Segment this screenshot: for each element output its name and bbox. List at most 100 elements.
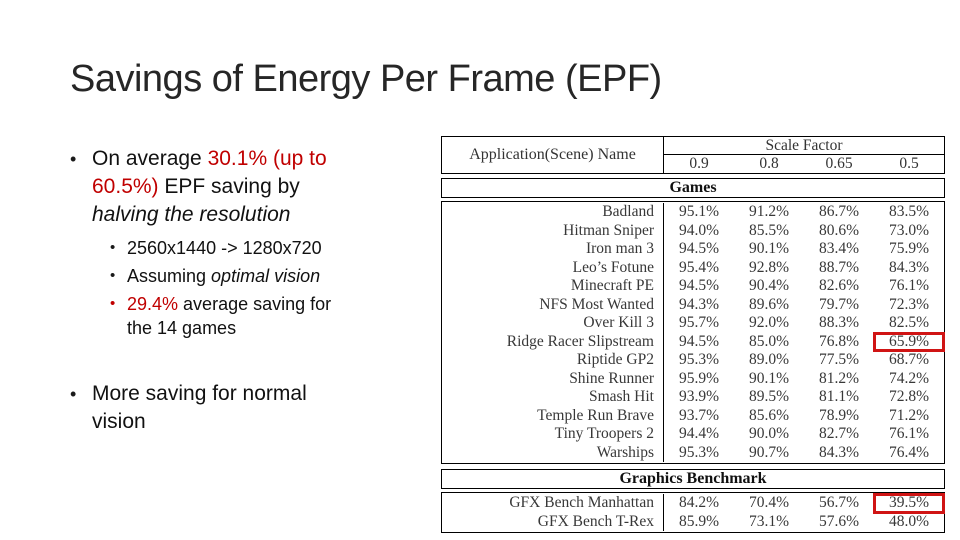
app-name-cell: Riptide GP2: [442, 351, 664, 370]
value-cell: 92.0%: [748, 314, 790, 332]
value-cell: 85.9%: [678, 512, 720, 530]
table-row: Minecraft PE 94.5% 90.4% 82.6% 76.1%: [442, 277, 944, 296]
app-name-column-header: Application(Scene) Name: [442, 137, 664, 173]
value-cell: 82.6%: [818, 277, 860, 295]
saving-rest: average saving for the 14 games: [127, 294, 332, 338]
scale-column-header: 0.8: [759, 155, 779, 172]
app-name-cell: Badland: [442, 203, 664, 222]
saving-red-stat: 29.4%: [127, 294, 179, 314]
value-cell: 71.2%: [888, 406, 930, 424]
value-cell: 85.0%: [748, 332, 790, 350]
value-cell: 94.3%: [678, 295, 720, 313]
value-cell: 95.1%: [678, 203, 720, 221]
table-row: Over Kill 3 95.7% 92.0% 88.3% 82.5%: [442, 314, 944, 333]
app-name-cell: Iron man 3: [442, 240, 664, 259]
app-name-cell: GFX Bench T-Rex: [442, 512, 664, 531]
value-cell: 90.0%: [748, 425, 790, 443]
value-cell: 57.6%: [818, 512, 860, 530]
bullet-dot-icon: •: [110, 267, 116, 284]
value-cell: 72.8%: [888, 388, 930, 406]
value-cell: 93.9%: [678, 388, 720, 406]
page-title: Savings of Energy Per Frame (EPF): [70, 58, 662, 100]
value-cell: 82.7%: [818, 425, 860, 443]
assuming-prefix: Assuming: [127, 266, 212, 286]
value-cell: 84.2%: [678, 494, 720, 512]
bullet1-prefix: On average: [92, 147, 208, 170]
list-item: • On average 30.1% (up to 60.5%) EPF sav…: [70, 145, 340, 229]
value-cell: 89.0%: [748, 351, 790, 369]
value-cell: 95.3%: [678, 443, 720, 461]
highlighted-value-cell: 39.5%: [873, 493, 945, 514]
value-cell: 78.9%: [818, 406, 860, 424]
value-cell: 94.0%: [678, 221, 720, 239]
section-header-games: Games: [441, 178, 945, 198]
value-cell: 94.5%: [678, 332, 720, 350]
value-cell: 48.0%: [888, 512, 930, 530]
value-cell: 56.7%: [818, 494, 860, 512]
value-cell: 90.1%: [748, 240, 790, 258]
app-name-cell: Smash Hit: [442, 388, 664, 407]
value-cell: 72.3%: [888, 295, 930, 313]
table-row: Tiny Troopers 2 94.4% 90.0% 82.7% 76.1%: [442, 425, 944, 444]
games-rows: Badland 95.1% 91.2% 86.7% 83.5% Hitman Sniper…: [441, 201, 945, 464]
scale-column-header: 0.65: [825, 155, 853, 172]
value-cell: 84.3%: [888, 258, 930, 276]
value-cell: 89.5%: [748, 388, 790, 406]
results-table: Application(Scene) Name Scale Factor 0.9…: [441, 136, 945, 533]
value-cell: 95.4%: [678, 258, 720, 276]
value-cell: 95.7%: [678, 314, 720, 332]
value-cell: 81.2%: [818, 369, 860, 387]
value-cell: 90.1%: [748, 369, 790, 387]
value-cell: 70.4%: [748, 494, 790, 512]
benchmark-rows: GFX Bench Manhattan 84.2% 70.4% 56.7% 39.5% G…: [441, 492, 945, 533]
table-row: Ridge Racer Slipstream 94.5% 85.0% 76.8% 65.…: [442, 331, 945, 352]
scale-column-header: 0.5: [899, 155, 919, 172]
value-cell: 68.7%: [888, 351, 930, 369]
table-row: GFX Bench T-Rex 85.9% 73.1% 57.6% 48.0%: [442, 512, 944, 531]
value-cell: 92.8%: [748, 258, 790, 276]
app-name-cell: NFS Most Wanted: [442, 295, 664, 314]
value-cell: 76.1%: [888, 277, 930, 295]
list-item: • More saving for normal vision: [70, 380, 340, 436]
value-cell: 94.5%: [678, 277, 720, 295]
value-cell: 90.7%: [748, 443, 790, 461]
value-cell: 90.4%: [748, 277, 790, 295]
value-cell: 89.6%: [748, 295, 790, 313]
table-row: Riptide GP2 95.3% 89.0% 77.5% 68.7%: [442, 351, 944, 370]
value-cell: 81.1%: [818, 388, 860, 406]
table-header: Application(Scene) Name Scale Factor 0.9…: [441, 136, 945, 174]
bullet-dot-icon: •: [70, 384, 77, 404]
table-row: GFX Bench Manhattan 84.2% 70.4% 56.7% 39.5%: [442, 493, 945, 514]
bullet1-red-stat: 30.1% (up to 60.5%): [92, 147, 327, 198]
bullet1-italic: halving the resolution: [92, 203, 291, 226]
value-cell: 77.5%: [818, 351, 860, 369]
value-cell: 86.7%: [818, 203, 860, 221]
scale-column-header: 0.9: [689, 155, 709, 172]
bullet-dot-icon: •: [110, 239, 116, 256]
table-row: Temple Run Brave 93.7% 85.6% 78.9% 71.2%: [442, 406, 944, 425]
value-cell: 94.4%: [678, 425, 720, 443]
app-name-cell: Leo’s Fotune: [442, 258, 664, 277]
table-row: Badland 95.1% 91.2% 86.7% 83.5%: [442, 203, 944, 222]
highlighted-value-cell: 65.9%: [873, 331, 945, 352]
value-cell: 74.2%: [888, 369, 930, 387]
app-name-cell: Ridge Racer Slipstream: [442, 332, 664, 351]
app-name-cell: Temple Run Brave: [442, 406, 664, 425]
scale-factor-columns: 0.9 0.8 0.65 0.5: [664, 155, 944, 173]
bullet-dot-icon: •: [110, 295, 116, 312]
section-header-benchmark: Graphics Benchmark: [441, 469, 945, 489]
value-cell: 85.5%: [748, 221, 790, 239]
bullet-list: • On average 30.1% (up to 60.5%) EPF sav…: [70, 145, 340, 436]
value-cell: 91.2%: [748, 203, 790, 221]
table-row: Leo’s Fotune 95.4% 92.8% 88.7% 84.3%: [442, 258, 944, 277]
app-name-cell: Minecraft PE: [442, 277, 664, 296]
table-row: Hitman Sniper 94.0% 85.5% 80.6% 73.0%: [442, 221, 944, 240]
value-cell: 83.4%: [818, 240, 860, 258]
bullet2-text: More saving for normal vision: [92, 382, 307, 433]
value-cell: 88.3%: [818, 314, 860, 332]
sub-bullet-saving: 29.4% average saving for the 14 games: [127, 292, 340, 340]
scale-factor-label: Scale Factor: [664, 137, 944, 155]
list-item: • 29.4% average saving for the 14 games: [110, 292, 340, 340]
table-row: NFS Most Wanted 94.3% 89.6% 79.7% 72.3%: [442, 295, 944, 314]
scale-factor-header-group: Scale Factor 0.9 0.8 0.65 0.5: [664, 137, 944, 173]
